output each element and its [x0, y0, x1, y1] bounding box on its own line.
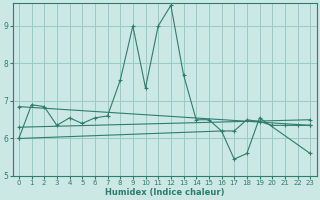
X-axis label: Humidex (Indice chaleur): Humidex (Indice chaleur) [105, 188, 224, 197]
